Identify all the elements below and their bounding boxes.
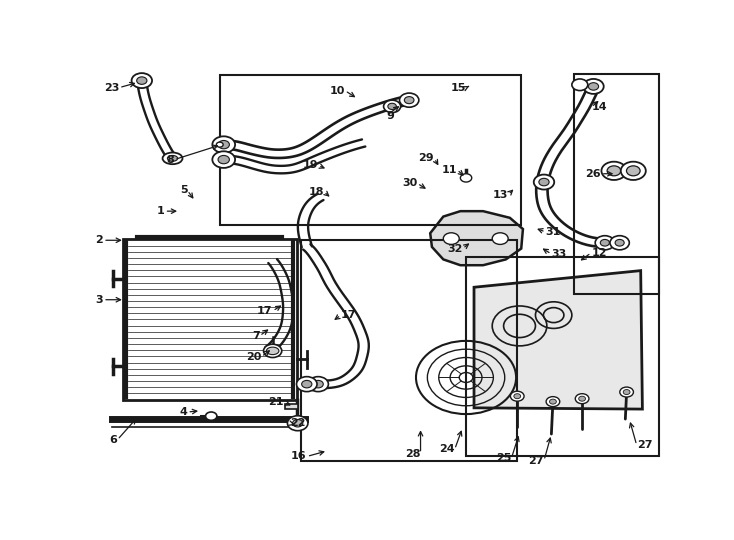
- Text: 20: 20: [246, 352, 261, 362]
- Circle shape: [288, 416, 308, 431]
- Circle shape: [619, 387, 633, 397]
- Text: 23: 23: [103, 83, 119, 93]
- Bar: [466, 257, 659, 456]
- Bar: [574, 74, 659, 294]
- Bar: [219, 75, 521, 225]
- Text: 4: 4: [179, 407, 187, 417]
- Text: 10: 10: [330, 85, 345, 96]
- Circle shape: [313, 380, 323, 388]
- Circle shape: [264, 344, 282, 357]
- Circle shape: [623, 389, 630, 395]
- Text: 6: 6: [109, 435, 117, 445]
- Circle shape: [460, 174, 472, 182]
- Circle shape: [293, 420, 303, 427]
- Circle shape: [610, 235, 629, 250]
- Polygon shape: [430, 211, 523, 265]
- Bar: [301, 240, 517, 461]
- Text: 26: 26: [585, 168, 601, 179]
- Circle shape: [539, 178, 549, 186]
- Circle shape: [600, 239, 609, 246]
- Circle shape: [443, 233, 459, 245]
- Circle shape: [384, 100, 401, 113]
- Bar: [123, 239, 297, 400]
- Circle shape: [615, 239, 624, 246]
- Text: 31: 31: [545, 227, 561, 237]
- Circle shape: [627, 166, 640, 176]
- Text: 3: 3: [95, 295, 103, 305]
- Ellipse shape: [167, 156, 178, 161]
- Ellipse shape: [162, 152, 183, 164]
- Circle shape: [218, 156, 230, 164]
- Text: 17: 17: [341, 310, 357, 320]
- Circle shape: [514, 394, 520, 399]
- Circle shape: [302, 380, 312, 388]
- Text: 13: 13: [493, 190, 508, 199]
- Circle shape: [534, 174, 554, 190]
- Circle shape: [575, 394, 589, 404]
- Text: 17: 17: [257, 306, 272, 316]
- Circle shape: [217, 142, 223, 147]
- Circle shape: [404, 97, 414, 104]
- Circle shape: [131, 73, 152, 88]
- Text: 32: 32: [447, 244, 462, 254]
- Text: 27: 27: [636, 440, 653, 450]
- Circle shape: [297, 377, 317, 392]
- Circle shape: [137, 77, 147, 84]
- Circle shape: [388, 103, 396, 110]
- Circle shape: [218, 140, 230, 149]
- Circle shape: [550, 399, 556, 404]
- Text: 5: 5: [180, 185, 187, 195]
- Text: 12: 12: [591, 248, 607, 258]
- Bar: [285, 404, 298, 409]
- Text: 28: 28: [405, 449, 421, 458]
- Text: 25: 25: [496, 453, 512, 463]
- Polygon shape: [474, 271, 642, 409]
- Circle shape: [212, 151, 235, 168]
- Text: 29: 29: [418, 153, 435, 164]
- Circle shape: [578, 396, 586, 401]
- Circle shape: [621, 161, 646, 180]
- Circle shape: [399, 93, 419, 107]
- Text: 18: 18: [308, 187, 324, 197]
- Circle shape: [572, 79, 588, 91]
- Text: 7: 7: [252, 331, 260, 341]
- Text: 22: 22: [290, 418, 305, 428]
- Text: 1: 1: [157, 206, 164, 216]
- Circle shape: [212, 136, 235, 153]
- Text: 15: 15: [451, 83, 466, 93]
- Text: 33: 33: [551, 249, 567, 259]
- Text: 8: 8: [167, 154, 174, 165]
- Text: 21: 21: [269, 397, 284, 407]
- Circle shape: [206, 412, 217, 420]
- Text: 27: 27: [528, 456, 544, 465]
- Circle shape: [510, 391, 524, 401]
- Text: 2: 2: [95, 235, 103, 245]
- Circle shape: [607, 166, 621, 176]
- Circle shape: [493, 233, 508, 245]
- Text: 30: 30: [402, 178, 417, 188]
- Text: 11: 11: [441, 165, 457, 174]
- Text: 19: 19: [302, 160, 318, 171]
- Text: 16: 16: [291, 451, 307, 462]
- Circle shape: [595, 235, 614, 250]
- Circle shape: [601, 161, 627, 180]
- Circle shape: [308, 377, 328, 392]
- Circle shape: [546, 396, 560, 407]
- Text: 9: 9: [386, 111, 394, 120]
- Ellipse shape: [266, 347, 279, 355]
- Text: 14: 14: [591, 102, 607, 112]
- Text: 24: 24: [439, 444, 454, 455]
- Circle shape: [589, 83, 599, 90]
- Circle shape: [584, 79, 603, 94]
